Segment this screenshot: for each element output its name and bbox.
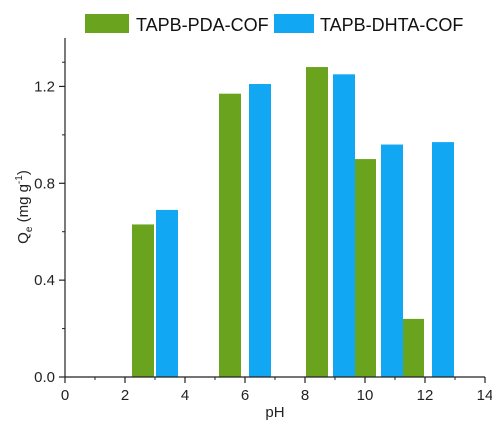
- legend: TAPB-PDA-COF TAPB-DHTA-COF: [85, 14, 463, 35]
- legend-label-tapb-dhta-cof: TAPB-DHTA-COF: [320, 15, 463, 35]
- x-tick-label-8: 8: [301, 387, 309, 404]
- x-tick-label-2: 2: [121, 387, 129, 404]
- legend-swatch-tapb-pda-cof: [85, 14, 129, 33]
- x-tick-label-14: 14: [477, 387, 492, 404]
- y-tick-label-0.0: 0.0: [34, 369, 55, 386]
- bar-series-2-point-2: [249, 84, 271, 377]
- y-axis-title-sub: e: [24, 226, 35, 232]
- y-tick-label-0.4: 0.4: [34, 272, 55, 289]
- y-tick-label-0.8: 0.8: [34, 175, 55, 192]
- y-axis-title-main: Q: [15, 232, 32, 244]
- x-tick-label-6: 6: [241, 387, 249, 404]
- y-axis-title-unit: (mg g: [15, 184, 32, 227]
- y-axis-title-close: ): [15, 170, 32, 175]
- bar-series-1-point-3: [306, 67, 328, 377]
- bar-series-2-point-5: [432, 142, 454, 377]
- x-tick-label-12: 12: [417, 387, 434, 404]
- x-ticks: 0 2 4 6 8 10 12 14: [61, 377, 492, 404]
- bar-series-1-point-1: [132, 224, 154, 377]
- x-tick-label-10: 10: [357, 387, 374, 404]
- y-axis-title: Qe (mg g-1): [14, 170, 35, 244]
- bar-series-2-point-1: [156, 209, 178, 377]
- legend-swatch-tapb-dhta-cof: [274, 14, 314, 33]
- y-ticks: 0.0 0.4 0.8 1.2: [34, 61, 65, 386]
- bars: [132, 67, 454, 377]
- x-axis-title: pH: [265, 404, 284, 421]
- bar-series-1-point-4: [354, 159, 376, 377]
- bar-series-1-point-2: [219, 93, 241, 377]
- bar-series-2-point-3: [333, 74, 355, 377]
- y-tick-label-1.2: 1.2: [34, 78, 55, 95]
- y-axis-title-sup: -1: [14, 175, 25, 184]
- legend-label-tapb-pda-cof: TAPB-PDA-COF: [136, 15, 269, 35]
- x-tick-label-4: 4: [181, 387, 189, 404]
- x-tick-label-0: 0: [61, 387, 69, 404]
- bar-series-2-point-4: [381, 144, 403, 377]
- bar-series-1-point-5: [402, 318, 424, 377]
